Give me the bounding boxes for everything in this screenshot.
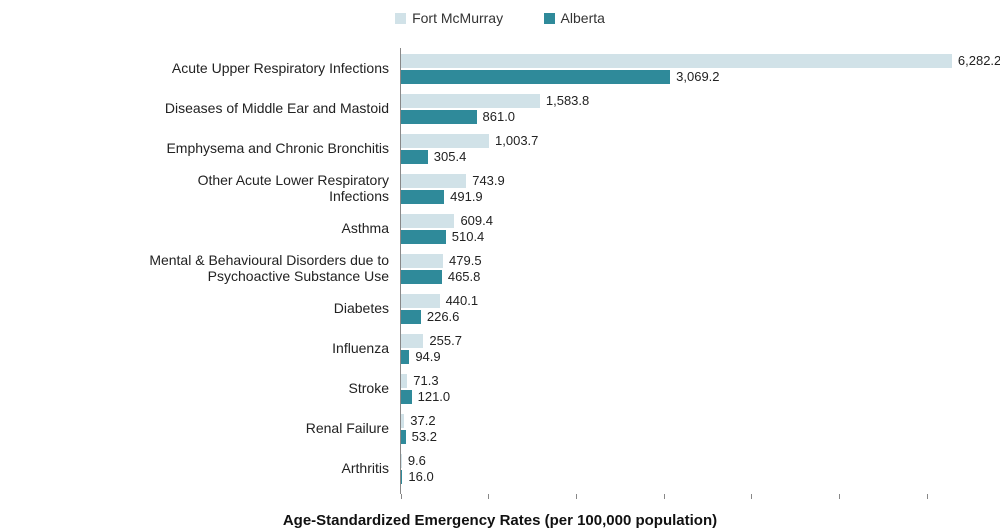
x-axis-tick: [401, 494, 402, 499]
x-axis-tick: [839, 494, 840, 499]
value-label-fort-mcmurray: 1,583.8: [546, 93, 589, 108]
value-label-alberta: 226.6: [427, 309, 460, 324]
value-label-fort-mcmurray: 1,003.7: [495, 133, 538, 148]
bar-fort-mcmurray: [401, 214, 454, 228]
value-label-fort-mcmurray: 6,282.2: [958, 53, 1000, 68]
x-axis-tick: [576, 494, 577, 499]
x-axis-label: Age-Standardized Emergency Rates (per 10…: [0, 512, 1000, 529]
value-label-fort-mcmurray: 609.4: [460, 213, 493, 228]
bar-fort-mcmurray: [401, 334, 423, 348]
value-label-alberta: 3,069.2: [676, 69, 719, 84]
value-label-alberta: 861.0: [483, 109, 516, 124]
value-label-alberta: 16.0: [408, 469, 433, 484]
bar-fort-mcmurray: [401, 414, 404, 428]
x-axis-tick: [927, 494, 928, 499]
value-label-fort-mcmurray: 743.9: [472, 173, 505, 188]
legend-label-fort-mcmurray: Fort McMurray: [412, 10, 503, 26]
category-label: Arthritis: [0, 460, 395, 476]
value-label-alberta: 465.8: [448, 269, 481, 284]
category-label: Emphysema and Chronic Bronchitis: [0, 140, 395, 156]
x-axis-tick: [488, 494, 489, 499]
value-label-fort-mcmurray: 37.2: [410, 413, 435, 428]
category-label: Other Acute Lower RespiratoryInfections: [0, 172, 395, 204]
bar-fort-mcmurray: [401, 454, 402, 468]
bar-fort-mcmurray: [401, 94, 540, 108]
bar-alberta: [401, 270, 442, 284]
bar-alberta: [401, 190, 444, 204]
x-axis-tick: [664, 494, 665, 499]
bar-fort-mcmurray: [401, 174, 466, 188]
category-label: Mental & Behavioural Disorders due toPsy…: [0, 252, 395, 284]
category-label: Stroke: [0, 380, 395, 396]
bar-fort-mcmurray: [401, 254, 443, 268]
legend-item-fort-mcmurray: Fort McMurray: [395, 10, 503, 26]
value-label-alberta: 94.9: [415, 349, 440, 364]
emergency-rates-chart: Fort McMurray Alberta Acute Upper Respir…: [0, 0, 1000, 517]
bar-alberta: [401, 470, 402, 484]
category-label: Influenza: [0, 340, 395, 356]
value-label-alberta: 53.2: [412, 429, 437, 444]
legend: Fort McMurray Alberta: [0, 10, 1000, 28]
bar-alberta: [401, 70, 670, 84]
value-label-fort-mcmurray: 255.7: [429, 333, 462, 348]
bar-alberta: [401, 310, 421, 324]
bar-alberta: [401, 230, 446, 244]
category-label: Diseases of Middle Ear and Mastoid: [0, 100, 395, 116]
bar-alberta: [401, 430, 406, 444]
bar-alberta: [401, 110, 477, 124]
plot-area: 6,282.23,069.21,583.8861.01,003.7305.474…: [400, 48, 970, 494]
legend-swatch-fort-mcmurray: [395, 13, 406, 24]
value-label-alberta: 305.4: [434, 149, 467, 164]
legend-item-alberta: Alberta: [544, 10, 605, 26]
value-label-fort-mcmurray: 479.5: [449, 253, 482, 268]
bar-alberta: [401, 350, 409, 364]
category-label: Diabetes: [0, 300, 395, 316]
value-label-fort-mcmurray: 71.3: [413, 373, 438, 388]
category-label: Acute Upper Respiratory Infections: [0, 60, 395, 76]
value-label-alberta: 510.4: [452, 229, 485, 244]
bar-fort-mcmurray: [401, 54, 952, 68]
x-axis-tick: [751, 494, 752, 499]
bar-alberta: [401, 150, 428, 164]
bar-fort-mcmurray: [401, 374, 407, 388]
bar-fort-mcmurray: [401, 294, 440, 308]
bar-alberta: [401, 390, 412, 404]
bar-fort-mcmurray: [401, 134, 489, 148]
category-label: Asthma: [0, 220, 395, 236]
legend-swatch-alberta: [544, 13, 555, 24]
category-label: Renal Failure: [0, 420, 395, 436]
value-label-alberta: 121.0: [418, 389, 451, 404]
value-label-alberta: 491.9: [450, 189, 483, 204]
value-label-fort-mcmurray: 9.6: [408, 453, 426, 468]
category-labels: Acute Upper Respiratory Infections Diseas…: [0, 48, 395, 494]
value-label-fort-mcmurray: 440.1: [446, 293, 479, 308]
legend-label-alberta: Alberta: [561, 10, 605, 26]
